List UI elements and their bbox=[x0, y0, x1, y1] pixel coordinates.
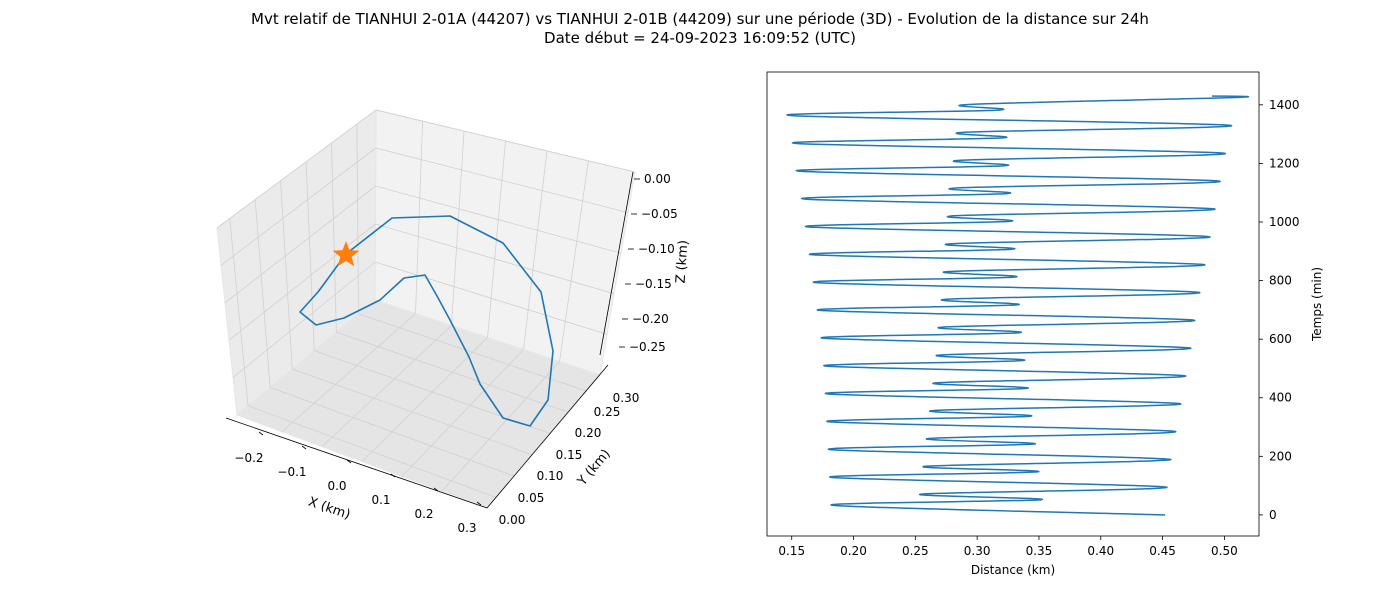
x-tick-mark bbox=[346, 459, 352, 464]
x-tick-label: 0.3 bbox=[457, 521, 476, 535]
grid-line-floor-x bbox=[321, 325, 452, 447]
y-tick-label: 0.05 bbox=[518, 491, 545, 505]
grid-line-floor-x bbox=[281, 313, 416, 433]
x-tick-label: 0.45 bbox=[1149, 544, 1176, 558]
z-axis-label: Z (km) bbox=[674, 240, 692, 284]
x-tick-label: 0.15 bbox=[778, 544, 805, 558]
z-tick-label: −0.25 bbox=[629, 340, 666, 354]
grid-line-back-x bbox=[523, 150, 548, 350]
y-tick-label: 800 bbox=[1269, 274, 1292, 288]
grid-line-left-z bbox=[228, 223, 376, 341]
z-tick-label: −0.20 bbox=[632, 312, 669, 326]
grid-line-floor-y bbox=[358, 313, 587, 392]
figure-title-line1: Mvt relatif de TIANHUI 2-01A (44207) vs … bbox=[251, 10, 1149, 28]
z-axis-line bbox=[599, 171, 634, 356]
y-tick-label: 600 bbox=[1269, 332, 1292, 346]
y-tick-label: 0.25 bbox=[594, 405, 621, 419]
y-ticks: 0 200 400 600 800 1000 1200 1400 bbox=[1259, 98, 1300, 522]
grid-line-back-z bbox=[375, 223, 615, 295]
y-tick-label: 0.30 bbox=[613, 391, 640, 405]
grid-line-floor-y bbox=[269, 387, 515, 477]
x-tick-label: 0.40 bbox=[1087, 544, 1114, 558]
grid-line-back-z bbox=[375, 147, 629, 213]
x-tick-label: 0.35 bbox=[1026, 544, 1053, 558]
grid-line-floor-x bbox=[401, 349, 524, 477]
y-tick-label: 1200 bbox=[1269, 156, 1300, 170]
figure-title-line2: Date début = 24-09-2023 16:09:52 (UTC) bbox=[544, 29, 856, 47]
grid-line-floor-y bbox=[247, 405, 497, 498]
x-tick-mark bbox=[258, 431, 264, 436]
x-tick-mark bbox=[476, 501, 482, 506]
ticks-3d: −0.2 −0.1 0.0 0.1 0.2 0.3 0.00 0.05 0.10 0.15 0.20… bbox=[234, 172, 677, 535]
y-tick-label: 200 bbox=[1269, 449, 1292, 463]
axes-3d: −0.2 −0.1 0.0 0.1 0.2 0.3 0.00 0.05 0.10 0.15 0.20… bbox=[216, 109, 692, 535]
grid-line-left-z bbox=[216, 109, 377, 229]
x-tick-mark bbox=[301, 445, 307, 450]
grid-line-left-y bbox=[229, 218, 249, 406]
grid-line-left-z bbox=[224, 185, 376, 304]
y-tick-label: 0.00 bbox=[499, 513, 526, 527]
x-axis-label-distance: Distance (km) bbox=[971, 563, 1055, 577]
x-axis-line bbox=[225, 417, 488, 509]
y-tick-label: 400 bbox=[1269, 391, 1292, 405]
x-tick-label: −0.1 bbox=[277, 465, 306, 479]
x-tick-label: 0.50 bbox=[1211, 544, 1238, 558]
x-ticks: 0.15 0.20 0.25 0.30 0.35 0.40 0.45 0.50 bbox=[778, 536, 1238, 558]
y-tick-label: 0.10 bbox=[537, 469, 564, 483]
grid-line-floor-x bbox=[361, 337, 488, 462]
z-tick-label: 0.00 bbox=[644, 172, 671, 186]
grid-line-left-y bbox=[305, 161, 315, 351]
y-tick-label: 0.20 bbox=[575, 426, 602, 440]
grid-line-left-y bbox=[331, 143, 337, 333]
grid-line-left-z bbox=[220, 147, 377, 266]
z-tick-label: −0.15 bbox=[635, 277, 672, 291]
y-tick-label: 0.15 bbox=[556, 448, 583, 462]
grid-line-left-y bbox=[280, 180, 293, 370]
axes-distance: 0.15 0.20 0.25 0.30 0.35 0.40 0.45 0.50 0 200 400… bbox=[766, 71, 1324, 577]
x-tick-label: 0.20 bbox=[840, 544, 867, 558]
y-tick-label: 1400 bbox=[1269, 98, 1300, 112]
grid-line-left-z bbox=[232, 261, 376, 378]
x-tick-label: −0.2 bbox=[234, 451, 263, 465]
x-tick-mark bbox=[433, 487, 439, 492]
grid-line-back-z bbox=[375, 185, 622, 254]
x-axis-label: X (km) bbox=[306, 495, 352, 523]
x-tick-label: 0.25 bbox=[902, 544, 929, 558]
y-axis-label-temps: Temps (min) bbox=[1310, 267, 1324, 342]
x-tick-label: 0.1 bbox=[371, 493, 390, 507]
grid-line-floor-x bbox=[441, 361, 560, 492]
y-tick-label: 0 bbox=[1269, 508, 1277, 522]
y-axis-line bbox=[486, 364, 609, 509]
distance-series-line bbox=[786, 95, 1250, 516]
grid-line-floor-y bbox=[292, 368, 533, 456]
grid-line-floor-y bbox=[336, 331, 569, 413]
trajectory-line bbox=[299, 215, 554, 427]
grid-line-left-y bbox=[356, 124, 359, 314]
start-star-marker bbox=[332, 241, 360, 267]
grid-line-left-y bbox=[254, 199, 271, 388]
z-tick-label: −0.10 bbox=[638, 242, 675, 256]
grid-3d bbox=[216, 109, 636, 498]
grid-line-back-z bbox=[375, 261, 608, 335]
z-tick-label: −0.05 bbox=[641, 207, 678, 221]
grid-line-back-x bbox=[451, 131, 465, 326]
figure-title: Mvt relatif de TIANHUI 2-01A (44207) vs … bbox=[0, 10, 1400, 48]
grid-line-back-x bbox=[559, 160, 589, 362]
y-tick-label: 1000 bbox=[1269, 215, 1300, 229]
x-tick-label: 0.2 bbox=[414, 507, 433, 521]
x-tick-label: 0.0 bbox=[327, 479, 346, 493]
x-tick-mark bbox=[390, 473, 396, 478]
grid-line-back-z bbox=[375, 109, 636, 173]
x-tick-label: 0.30 bbox=[964, 544, 991, 558]
